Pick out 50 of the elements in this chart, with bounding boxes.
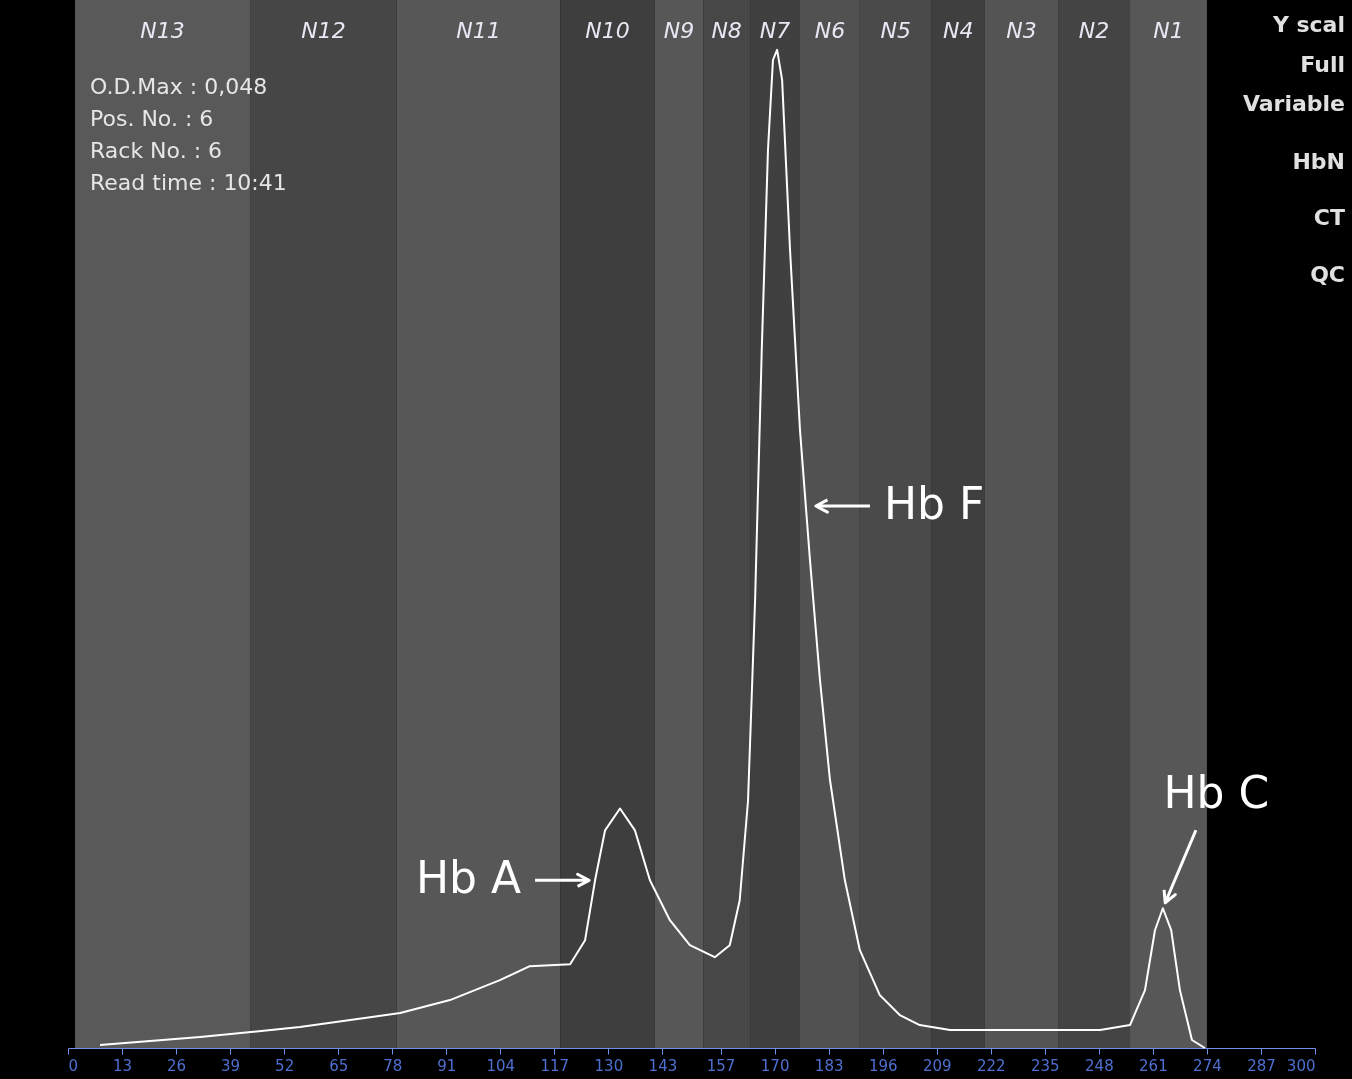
x-tick-label: 157 bbox=[706, 1056, 736, 1075]
band-label: N5 bbox=[880, 18, 912, 43]
annotation: O.D.Max : 0,048 bbox=[90, 74, 268, 99]
x-tick-label: 104 bbox=[486, 1056, 516, 1075]
annotation: Full bbox=[1300, 52, 1345, 77]
annotation: Read time : 10:41 bbox=[90, 170, 287, 195]
band-label: N10 bbox=[585, 18, 630, 43]
x-tick-label: 130 bbox=[594, 1056, 624, 1075]
band-label: N8 bbox=[711, 18, 742, 43]
annotation: Hb F bbox=[883, 478, 985, 530]
band-label: N1 bbox=[1153, 18, 1184, 43]
annotation: Hb C bbox=[1163, 767, 1270, 819]
x-tick-label: 274 bbox=[1193, 1056, 1222, 1075]
band-label: N6 bbox=[814, 18, 846, 43]
band-label: N11 bbox=[456, 18, 501, 43]
x-tick-label: 117 bbox=[540, 1056, 570, 1075]
x-tick-label: 248 bbox=[1085, 1056, 1114, 1075]
annotation: Variable bbox=[1242, 91, 1345, 116]
band-label: N3 bbox=[1006, 18, 1037, 43]
annotation: HbN bbox=[1292, 149, 1345, 174]
x-tick-label: 170 bbox=[760, 1056, 790, 1075]
x-tick-label: 300 bbox=[1286, 1056, 1316, 1075]
annotation: Rack No. : 6 bbox=[90, 138, 223, 163]
x-tick-label: 209 bbox=[922, 1056, 952, 1075]
x-tick-label: 261 bbox=[1139, 1056, 1168, 1075]
band-label: N2 bbox=[1078, 18, 1110, 43]
x-tick-label: 287 bbox=[1247, 1056, 1276, 1075]
annotation: Hb A bbox=[415, 852, 522, 904]
x-tick-label: 143 bbox=[648, 1056, 678, 1075]
annotation: QC bbox=[1310, 262, 1345, 287]
band-label: N4 bbox=[943, 18, 974, 43]
x-tick-label: 78 bbox=[383, 1056, 403, 1075]
x-tick-label: 39 bbox=[221, 1056, 241, 1075]
x-tick-label: 91 bbox=[437, 1056, 457, 1075]
annotation: CT bbox=[1313, 205, 1345, 230]
band-label: N9 bbox=[663, 18, 695, 43]
x-tick-label: 65 bbox=[329, 1056, 349, 1075]
x-tick-label: 0 bbox=[68, 1056, 79, 1075]
text: Y scal bbox=[1271, 12, 1345, 37]
x-tick-label: 196 bbox=[868, 1056, 898, 1075]
annotation: Pos. No. : 6 bbox=[90, 106, 214, 131]
band-label: N13 bbox=[140, 18, 185, 43]
x-tick-label: 26 bbox=[167, 1056, 187, 1075]
x-tick-label: 183 bbox=[814, 1056, 844, 1075]
band-label: N12 bbox=[301, 18, 346, 43]
x-tick-label: 52 bbox=[275, 1056, 295, 1075]
band-label: N7 bbox=[759, 18, 791, 43]
x-tick-label: 235 bbox=[1031, 1056, 1060, 1075]
x-tick-label: 222 bbox=[976, 1056, 1006, 1075]
x-tick-label: 13 bbox=[112, 1056, 133, 1075]
